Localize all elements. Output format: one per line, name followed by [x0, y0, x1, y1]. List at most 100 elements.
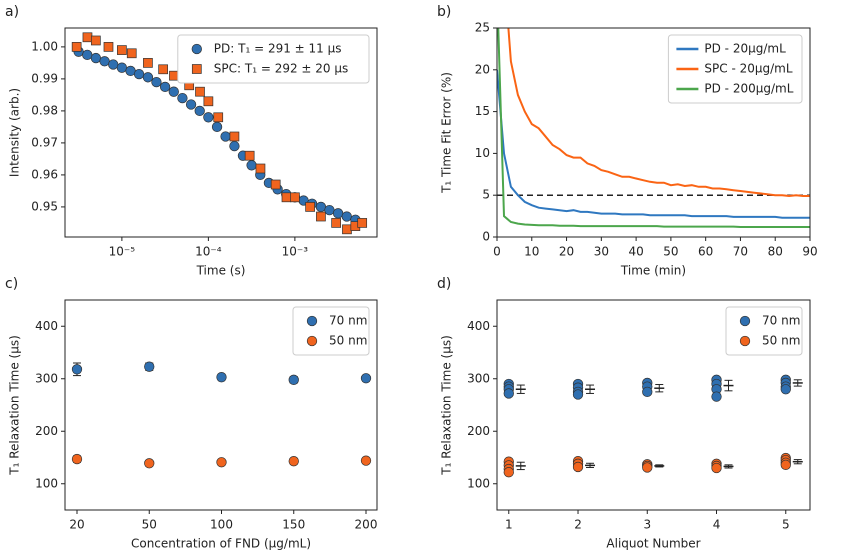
marker: [255, 163, 266, 174]
marker: [306, 315, 318, 327]
legend-label: PD - 20µg/mL: [704, 42, 786, 56]
marker: [90, 52, 102, 64]
marker: [185, 99, 197, 110]
marker: [103, 42, 114, 52]
marker: [739, 335, 751, 347]
marker: [151, 76, 162, 88]
marker: [191, 64, 202, 74]
axes-frame: [64, 299, 378, 511]
marker: [213, 112, 224, 123]
legend-label: SPC: T₁ = 292 ± 20 µs: [214, 62, 348, 76]
y-axis-label: Intensity (arb.): [8, 88, 22, 177]
marker: [71, 364, 83, 375]
marker: [316, 211, 326, 222]
y-tick-label: 300: [35, 371, 58, 385]
marker: [169, 70, 179, 81]
marker: [342, 224, 352, 235]
axes-frame: [64, 27, 378, 238]
marker: [341, 211, 352, 222]
legend-box: [177, 34, 370, 84]
marker: [503, 388, 514, 399]
y-tick-label: 0.97: [31, 135, 58, 149]
x-axis-label: Time (s): [196, 264, 246, 278]
legend-label: 70 nm: [329, 314, 367, 328]
marker: [117, 45, 127, 55]
marker: [270, 179, 281, 190]
y-tick-label: 0.99: [31, 71, 58, 85]
marker: [195, 86, 205, 97]
marker: [90, 35, 101, 46]
marker: [168, 86, 179, 97]
x-tick-label: 10⁻³: [282, 245, 309, 259]
y-tick-label: 0: [482, 230, 490, 244]
x-tick-label: 100: [210, 518, 233, 532]
x-tick-label: 60: [698, 245, 713, 259]
x-tick-label: 70: [733, 245, 748, 259]
x-tick-label: 90: [802, 245, 817, 259]
marker: [281, 192, 292, 203]
marker: [211, 121, 223, 133]
y-tick-label: 200: [467, 424, 490, 438]
x-tick-label: 20: [69, 518, 84, 532]
marker: [194, 105, 205, 117]
legend-label: 70 nm: [762, 314, 800, 328]
x-axis-label: Time (min): [620, 264, 686, 278]
legend-box: [667, 34, 803, 104]
marker: [642, 386, 653, 398]
marker: [144, 458, 155, 469]
marker: [71, 453, 83, 465]
y-tick-label: 200: [35, 424, 58, 438]
marker: [142, 72, 154, 83]
marker: [324, 204, 335, 216]
marker: [177, 92, 188, 104]
y-tick-label: 15: [475, 104, 490, 118]
panel-label: c): [5, 276, 18, 292]
marker: [360, 373, 372, 384]
legend-label: 50 nm: [762, 334, 800, 348]
marker: [739, 315, 751, 327]
y-tick-label: 0.96: [31, 167, 58, 181]
line: [497, 69, 810, 219]
legend-label: PD - 200µg/mL: [704, 82, 793, 96]
marker: [191, 43, 202, 55]
x-tick-label: 80: [768, 245, 783, 259]
marker: [126, 48, 137, 59]
marker: [133, 68, 145, 80]
marker: [642, 462, 653, 473]
y-tick-label: 5: [482, 188, 490, 202]
marker: [229, 140, 240, 152]
x-tick-label: 4: [713, 518, 721, 532]
x-tick-label: 150: [282, 518, 305, 532]
axes-frame: [496, 299, 811, 511]
y-axis-label: T₁ Time Fit Error (%): [440, 72, 454, 194]
marker: [244, 150, 255, 161]
y-tick-label: 20: [475, 62, 490, 76]
y-tick-label: 1.00: [31, 39, 58, 53]
x-axis-label: Aliquot Number: [606, 537, 700, 551]
marker: [306, 335, 318, 347]
marker: [71, 42, 82, 52]
x-tick-label: 0: [493, 245, 501, 259]
marker: [220, 131, 231, 142]
x-axis-label: Concentration of FND (µg/mL): [131, 537, 311, 551]
y-tick-label: 100: [35, 476, 58, 490]
marker: [229, 131, 240, 142]
y-tick-label: 10: [475, 146, 490, 160]
marker: [288, 374, 299, 385]
axes-frame: [496, 27, 811, 238]
y-tick-label: 25: [475, 21, 490, 35]
y-tick-label: 0.95: [31, 199, 58, 213]
y-axis-label: T₁ Relaxation Time (µs): [8, 335, 22, 476]
marker: [216, 372, 227, 383]
x-tick-label: 10: [524, 245, 539, 259]
panel-label: b): [437, 4, 451, 20]
x-tick-label: 5: [782, 518, 790, 532]
marker: [158, 64, 169, 75]
marker: [246, 160, 257, 171]
x-tick-label: 40: [628, 245, 643, 259]
marker: [82, 32, 93, 43]
x-tick-label: 10⁻⁵: [109, 245, 136, 259]
panel-label: d): [437, 276, 451, 292]
